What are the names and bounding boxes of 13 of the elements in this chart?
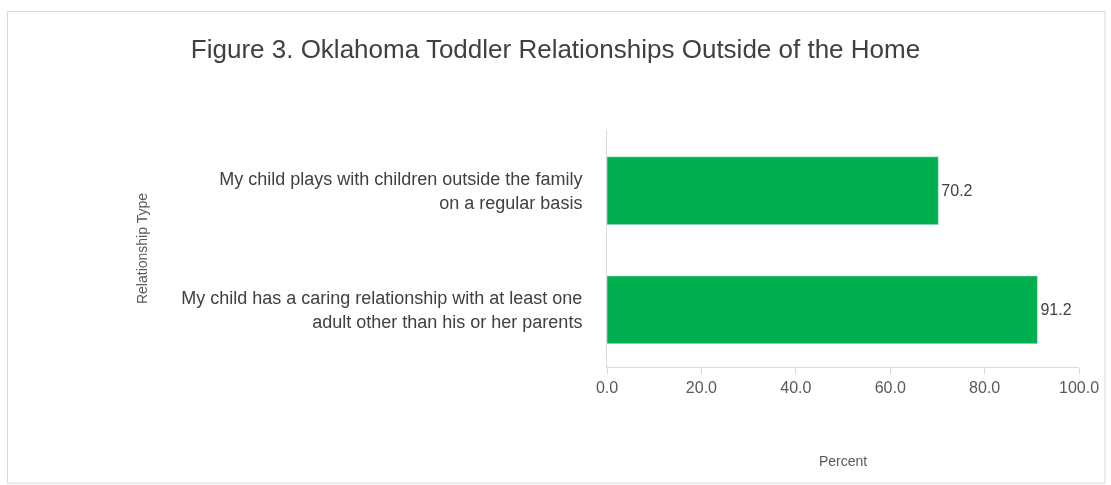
x-axis-title: Percent: [818, 452, 868, 469]
chart-title: Figure 3. Oklahoma Toddler Relationships Outside of the Home: [190, 33, 921, 64]
y-tick-label: My child plays with children outside the family on a regular basis: [219, 169, 583, 213]
y-axis-title: Relationship Type: [133, 192, 150, 305]
y-tick-label: My child has a caring relationship with at least one adult other than his or her parents: [181, 288, 583, 332]
x-tick-label: 0.0: [595, 379, 619, 397]
data-label: 91.2: [1040, 301, 1072, 319]
x-tick-label: 60.0: [874, 379, 906, 397]
x-tick-label: 80.0: [969, 379, 1001, 397]
x-tick-label: 40.0: [780, 379, 812, 397]
x-tick-label: 20.0: [685, 379, 718, 397]
data-label: 70.2: [941, 182, 973, 200]
x-tick-label: 100.0: [1058, 379, 1100, 397]
